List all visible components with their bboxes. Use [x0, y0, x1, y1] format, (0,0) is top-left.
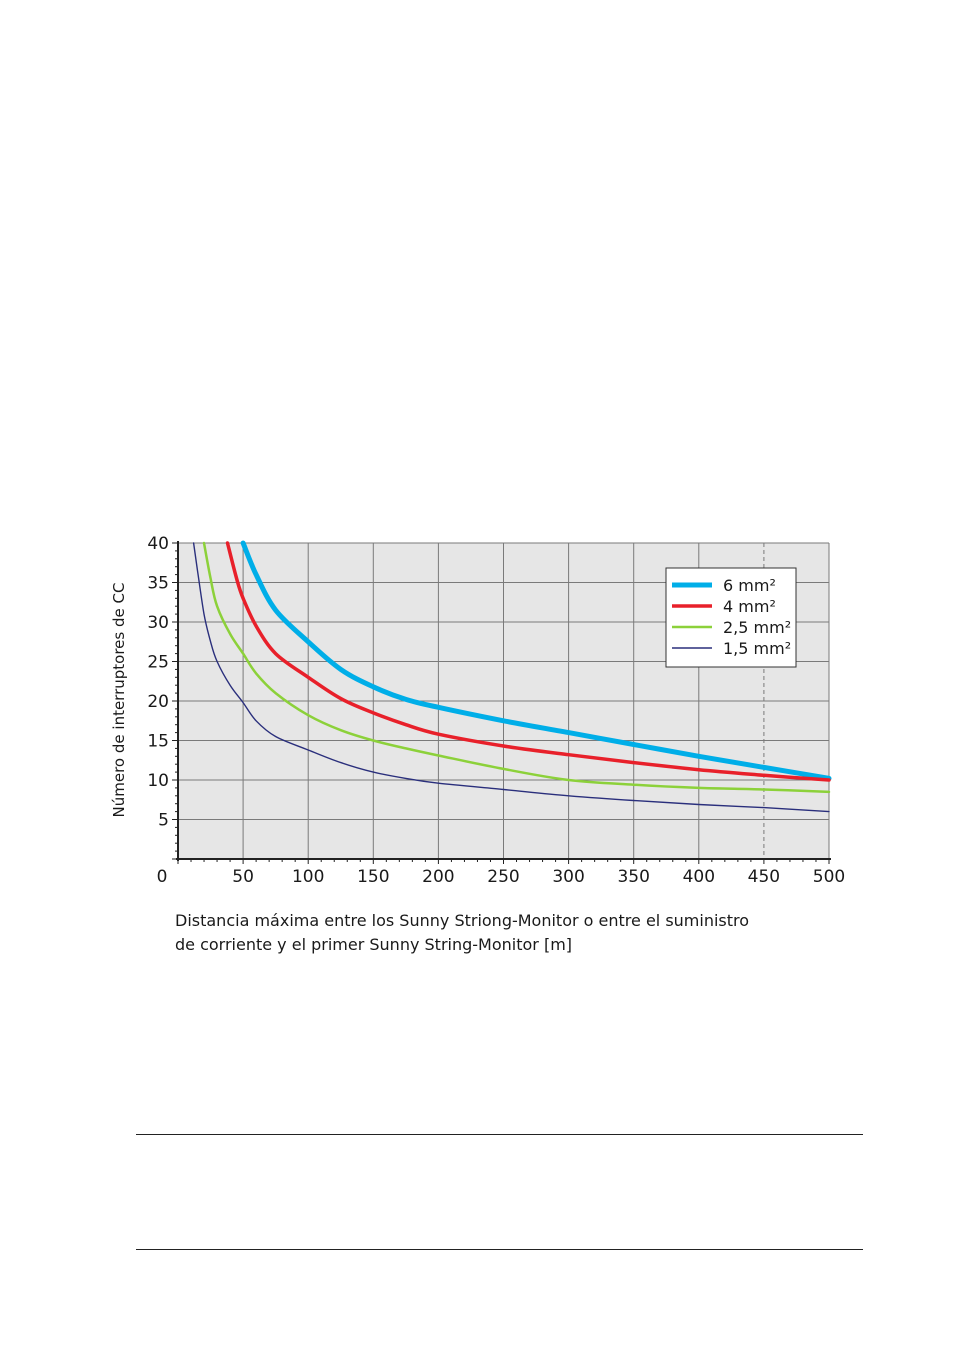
series-lines	[192, 540, 832, 813]
x-tick-label: 0	[157, 867, 168, 887]
y-tick-label: 5	[158, 811, 169, 831]
y-tick-label: 25	[147, 653, 169, 673]
x-tick-label: 50	[232, 867, 254, 887]
x-tick-label: 350	[617, 867, 649, 887]
series-line	[192, 542, 830, 813]
legend-label: 1,5 mm²	[723, 639, 791, 658]
x-tick-label: 300	[552, 867, 584, 887]
footer-rule-bottom	[136, 1249, 863, 1250]
legend-label: 4 mm²	[723, 597, 776, 616]
x-axis-label-line-2: de corriente y el primer Sunny String-Mo…	[175, 935, 573, 954]
x-tick-label: 100	[292, 867, 324, 887]
legend: 6 mm² 4 mm² 2,5 mm² 1,5 mm²	[665, 567, 797, 668]
footer-rule-top	[136, 1134, 863, 1135]
series-line	[240, 540, 832, 781]
y-tick-label: 10	[147, 771, 169, 791]
x-tick-label: 250	[487, 867, 519, 887]
x-tick-label: 400	[683, 867, 715, 887]
axes	[172, 541, 831, 864]
y-axis-label: Número de interruptores de CC	[110, 583, 128, 818]
y-tick-labels: 5 10 15 20 25 30 35 40	[147, 534, 169, 831]
x-tick-label: 150	[357, 867, 389, 887]
legend-label: 2,5 mm²	[723, 618, 791, 637]
y-tick-label: 30	[147, 613, 169, 633]
x-axis-label-line-1: Distancia máxima entre los Sunny Striong…	[175, 911, 750, 930]
y-tick-label: 20	[147, 692, 169, 712]
x-tick-label: 200	[422, 867, 454, 887]
legend-label: 6 mm²	[723, 576, 776, 595]
y-tick-label: 40	[147, 534, 169, 554]
series-line	[202, 541, 831, 794]
x-tick-label: 500	[813, 867, 845, 887]
y-tick-label: 35	[147, 574, 169, 594]
x-tick-labels: 0 50 100 150 200 250 300 350 400 450 500	[157, 867, 846, 887]
series-line	[225, 541, 831, 782]
x-tick-label: 450	[748, 867, 780, 887]
y-tick-label: 15	[147, 732, 169, 752]
